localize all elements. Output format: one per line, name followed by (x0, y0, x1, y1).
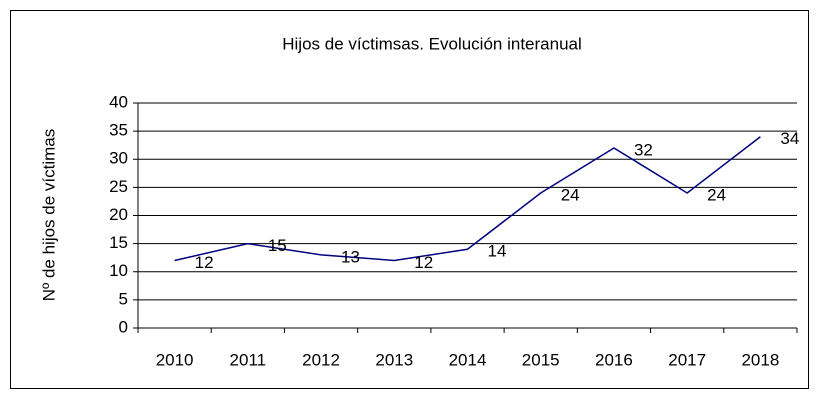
chart-border (10, 10, 809, 389)
line-series (174, 136, 761, 262)
y-tick-label: 30 (109, 149, 128, 168)
data-label: 24 (707, 185, 726, 204)
data-label: 24 (561, 185, 580, 204)
x-tick-label: 2010 (156, 350, 194, 369)
y-tick-label: 15 (109, 233, 128, 252)
data-label: 14 (488, 242, 507, 261)
y-tick-label: 25 (109, 177, 128, 196)
y-tick-label: 0 (119, 317, 128, 336)
data-label: 32 (634, 140, 653, 159)
data-label: 12 (414, 253, 433, 272)
x-tick-label: 2012 (302, 350, 340, 369)
data-label: 34 (780, 129, 799, 148)
x-tick-label: 2013 (375, 350, 413, 369)
y-tick-label: 5 (119, 289, 128, 308)
x-tick-label: 2014 (449, 350, 487, 369)
data-label: 12 (195, 253, 214, 272)
y-tick-label: 20 (109, 205, 128, 224)
data-label: 15 (268, 236, 287, 255)
x-tick-label: 2016 (595, 350, 633, 369)
x-tick-label: 2015 (522, 350, 560, 369)
x-tick-label: 2011 (230, 350, 267, 369)
x-tick-label: 2017 (668, 350, 706, 369)
y-tick-label: 40 (109, 92, 128, 111)
y-tick-label: 10 (109, 261, 128, 280)
chart-title: Hijos de víctimsas. Evolución interanual (282, 34, 582, 53)
y-axis-label: Nº de hijos de víctimas (39, 129, 58, 302)
x-tick-label: 2018 (741, 350, 779, 369)
data-label: 13 (341, 247, 360, 266)
y-tick-label: 35 (109, 121, 128, 140)
